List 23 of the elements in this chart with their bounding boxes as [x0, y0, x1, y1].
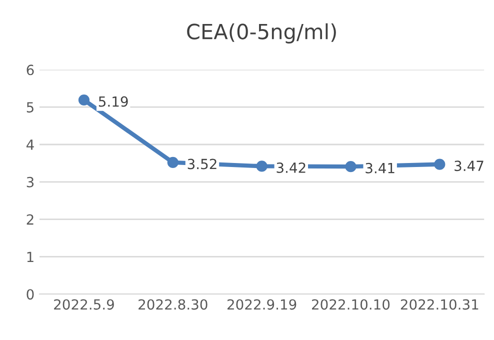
data-label: 3.52 — [188, 158, 216, 170]
x-tick-label: 2022.10.10 — [312, 299, 390, 310]
point — [78, 94, 90, 106]
y-tick-label: 2 — [26, 214, 34, 225]
y-tick-label: 0 — [26, 289, 34, 300]
point — [167, 156, 178, 168]
data-label: 3.42 — [276, 162, 306, 173]
point — [434, 158, 446, 170]
x-tick-label: 2022.10.31 — [400, 299, 478, 310]
data-label: 5.19 — [98, 96, 128, 107]
y-tick-label: 6 — [26, 64, 34, 76]
point — [345, 161, 356, 172]
x-tick-label: 2022.8.30 — [138, 299, 208, 310]
chart-title: CEA(0-5ng/ml) — [187, 23, 336, 44]
y-tick-label: 1 — [27, 252, 34, 262]
y-tick-label: 5 — [26, 102, 34, 113]
y-tick-label: 3 — [26, 176, 34, 188]
data-label: 3.47 — [454, 160, 484, 172]
point — [256, 160, 268, 172]
y-tick-label: 4 — [26, 140, 34, 150]
x-tick-label: 2022.9.19 — [227, 299, 296, 310]
data-label: 3.41 — [366, 162, 394, 174]
x-tick-label: 2022.5.9 — [54, 299, 114, 310]
